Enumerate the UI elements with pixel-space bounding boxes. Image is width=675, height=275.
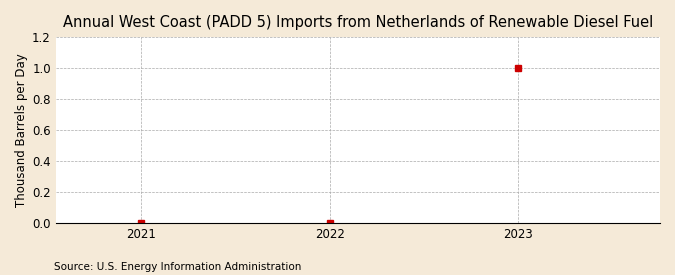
Text: Source: U.S. Energy Information Administration: Source: U.S. Energy Information Administ… [54, 262, 301, 272]
Y-axis label: Thousand Barrels per Day: Thousand Barrels per Day [15, 53, 28, 207]
Title: Annual West Coast (PADD 5) Imports from Netherlands of Renewable Diesel Fuel: Annual West Coast (PADD 5) Imports from … [63, 15, 653, 30]
